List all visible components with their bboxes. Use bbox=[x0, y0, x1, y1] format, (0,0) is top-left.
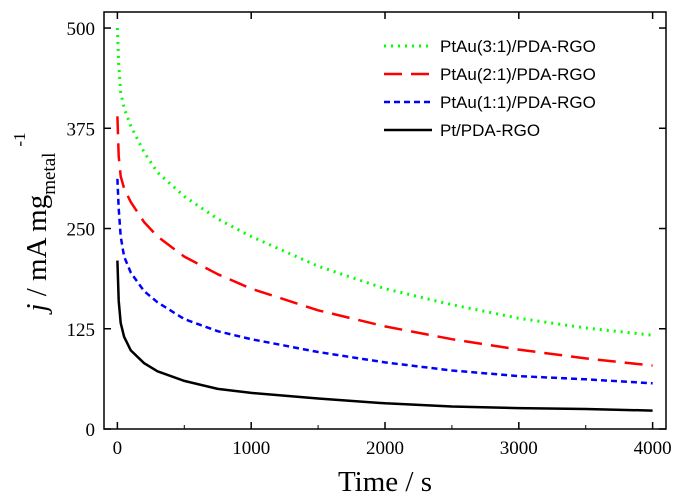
legend-label: PtAu(1:1)/PDA-RGO bbox=[440, 93, 596, 112]
x-tick-label: 1000 bbox=[232, 438, 270, 459]
legend: PtAu(3:1)/PDA-RGO PtAu(2:1)/PDA-RGO PtAu(1… bbox=[384, 37, 596, 140]
x-tick-label: 2000 bbox=[366, 438, 404, 459]
y-tick-label: 250 bbox=[67, 220, 96, 241]
y-tick-label: 375 bbox=[67, 119, 96, 140]
plot-marks bbox=[115, 27, 653, 412]
x-tick-label: 3000 bbox=[500, 438, 538, 459]
y-tick-label: 500 bbox=[67, 19, 96, 40]
x-axis-ticks: 0 1000 2000 3000 4000 bbox=[113, 12, 672, 459]
x-tick-label: 4000 bbox=[634, 438, 672, 459]
y-axis-title: j / mA mgmetal -1 bbox=[10, 132, 60, 315]
legend-label: PtAu(3:1)/PDA-RGO bbox=[440, 37, 596, 56]
y-axis-title-subscript: metal bbox=[39, 153, 60, 195]
series-line bbox=[116, 260, 653, 412]
x-tick-label: 0 bbox=[113, 438, 123, 459]
series-line bbox=[116, 116, 653, 367]
y-tick-label: 0 bbox=[86, 420, 96, 441]
y-axis-title-italic: j bbox=[21, 304, 53, 316]
y-axis-title-superscript: -1 bbox=[10, 132, 29, 146]
y-axis-title-main: / mA mg bbox=[21, 195, 53, 304]
y-axis-ticks: 0 125 250 375 500 bbox=[67, 19, 666, 441]
legend-label: PtAu(2:1)/PDA-RGO bbox=[440, 65, 596, 84]
x-axis-title: Time / s bbox=[338, 466, 432, 498]
legend-label: Pt/PDA-RGO bbox=[440, 121, 540, 140]
series-line bbox=[116, 178, 653, 385]
y-tick-label: 125 bbox=[67, 320, 96, 341]
